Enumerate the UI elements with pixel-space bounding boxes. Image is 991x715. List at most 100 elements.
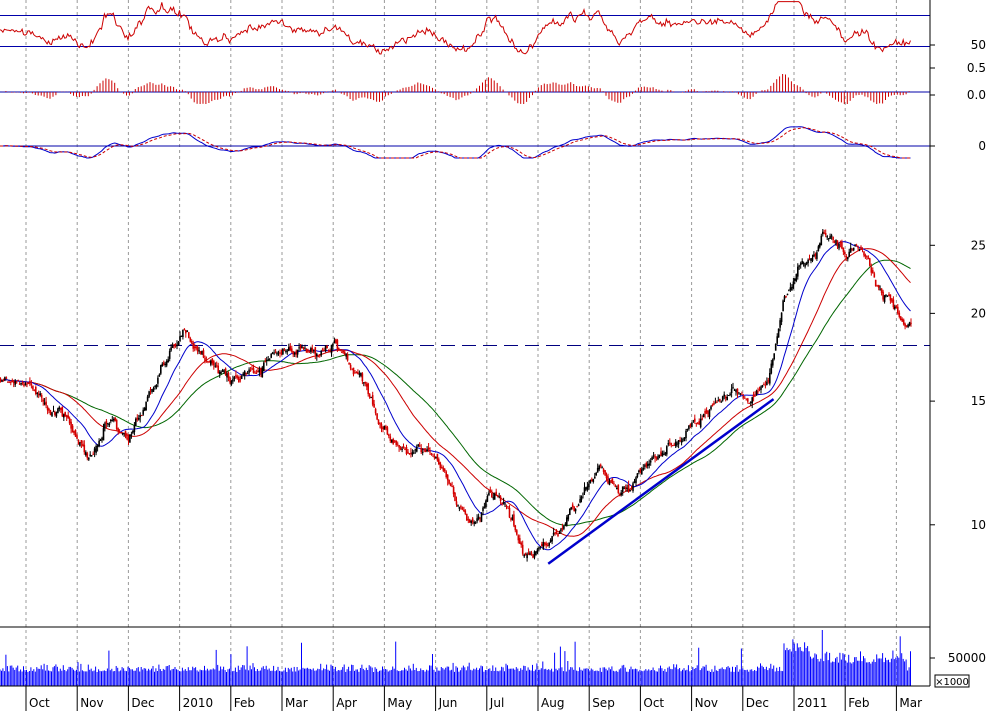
price-candle-body [418, 445, 421, 447]
price-candle-body [7, 381, 9, 383]
price-candle-body [623, 487, 625, 489]
price-candle-body [71, 425, 74, 433]
price-candle-body [538, 548, 540, 550]
price-candle-body [140, 415, 143, 417]
price-candle-body [295, 351, 297, 355]
price-candle-body [305, 349, 308, 353]
price-candle-body [721, 396, 724, 401]
price-candle-body [154, 386, 156, 388]
price-candle-body [533, 551, 536, 558]
price-candle-body [49, 410, 52, 416]
price-candle-body [227, 372, 230, 378]
price-candle-body [248, 369, 250, 373]
price-candle-body [308, 351, 311, 353]
price-candle-body [646, 464, 649, 466]
price-candle-body [561, 528, 564, 530]
price-candle-body [261, 367, 264, 378]
price-candle-body [707, 411, 709, 415]
price-candle-body [235, 375, 237, 377]
x-axis-month-label: Dec [131, 696, 154, 710]
price-candle-body [848, 251, 850, 257]
price-candle-body [115, 420, 118, 430]
price-candle-body [739, 393, 742, 395]
price-candle-body [121, 433, 124, 435]
price-candle-body [711, 404, 714, 407]
price-candle-body [895, 305, 898, 309]
price-candle-body [585, 487, 587, 490]
price-candle-body [870, 267, 873, 273]
price-candle-body [808, 259, 811, 261]
price-candle-body [839, 241, 842, 244]
price-candle-body [33, 389, 36, 391]
price-candle-body [716, 401, 718, 403]
price-candle-body [566, 517, 568, 526]
price-candle-body [190, 341, 193, 343]
price-candle-body [366, 383, 368, 387]
price-candle-body [193, 346, 196, 348]
price-candle-body [822, 231, 824, 235]
price-candle-body [738, 392, 740, 394]
price-candle-body [383, 425, 386, 430]
x-axis-month-label: 2011 [797, 696, 828, 710]
price-candle-body [149, 389, 152, 391]
price-candle-body [468, 519, 471, 523]
price-candle-body [196, 347, 199, 352]
price-candle-body [855, 245, 858, 247]
x-axis-month-label: Sep [592, 696, 615, 710]
price-candle-body [1, 380, 3, 382]
macd-histogram-tick-label: 0.0 [967, 88, 986, 102]
price-candle-body [226, 373, 228, 378]
price-candle-body [791, 287, 793, 291]
x-axis-month-label: Dec [746, 696, 769, 710]
price-candle-body [595, 472, 597, 475]
price-candle-body [742, 396, 745, 398]
price-candle-body [263, 362, 265, 372]
price-candle-body [829, 236, 831, 239]
price-candle-body [215, 365, 218, 367]
price-candle-body [719, 398, 721, 402]
price-candle-body [869, 258, 871, 266]
price-candle-body [326, 345, 328, 349]
price-candle-body [641, 469, 643, 475]
price-candle-body [907, 324, 909, 327]
price-candle-body [348, 362, 350, 365]
price-candle-body [376, 413, 378, 420]
price-candle-body [892, 299, 895, 308]
price-candle-body [173, 344, 175, 346]
price-candle-body [405, 447, 408, 454]
price-candle-body [485, 500, 487, 508]
price-candle-body [492, 497, 495, 499]
price-candle-body [504, 503, 506, 505]
price-candle-body [63, 414, 65, 418]
price-candle-body [517, 535, 520, 541]
price-candle-body [32, 386, 34, 390]
macd-histogram-tick-label: 0.5 [967, 61, 986, 75]
price-candle-body [577, 504, 580, 506]
price-candle-body [124, 430, 127, 437]
price-candle-body [105, 420, 108, 424]
price-candle-body [351, 368, 353, 370]
price-candle-body [108, 424, 111, 426]
price-candle-body [201, 350, 203, 355]
price-candle-body [127, 437, 130, 442]
price-candle-body [797, 266, 799, 277]
price-candle-body [210, 360, 212, 365]
price-candle-body [320, 351, 322, 356]
price-candle-body [165, 361, 168, 366]
price-candle-body [811, 257, 814, 261]
price-candle-body [708, 409, 711, 418]
price-candle-body [93, 448, 96, 452]
price-candle-body [544, 542, 546, 545]
price-candle-body [404, 449, 406, 451]
price-candle-body [413, 452, 415, 454]
price-candle-body [854, 244, 856, 246]
price-candle-body [857, 247, 859, 249]
price-candle-body [570, 507, 572, 510]
price-candle-body [198, 350, 200, 352]
price-candle-body [592, 478, 595, 482]
price-candle-body [520, 542, 522, 545]
x-axis-month-label: Apr [336, 696, 357, 710]
price-candle-body [268, 358, 271, 360]
price-candle-body [270, 353, 272, 358]
price-candle-body [844, 252, 846, 255]
